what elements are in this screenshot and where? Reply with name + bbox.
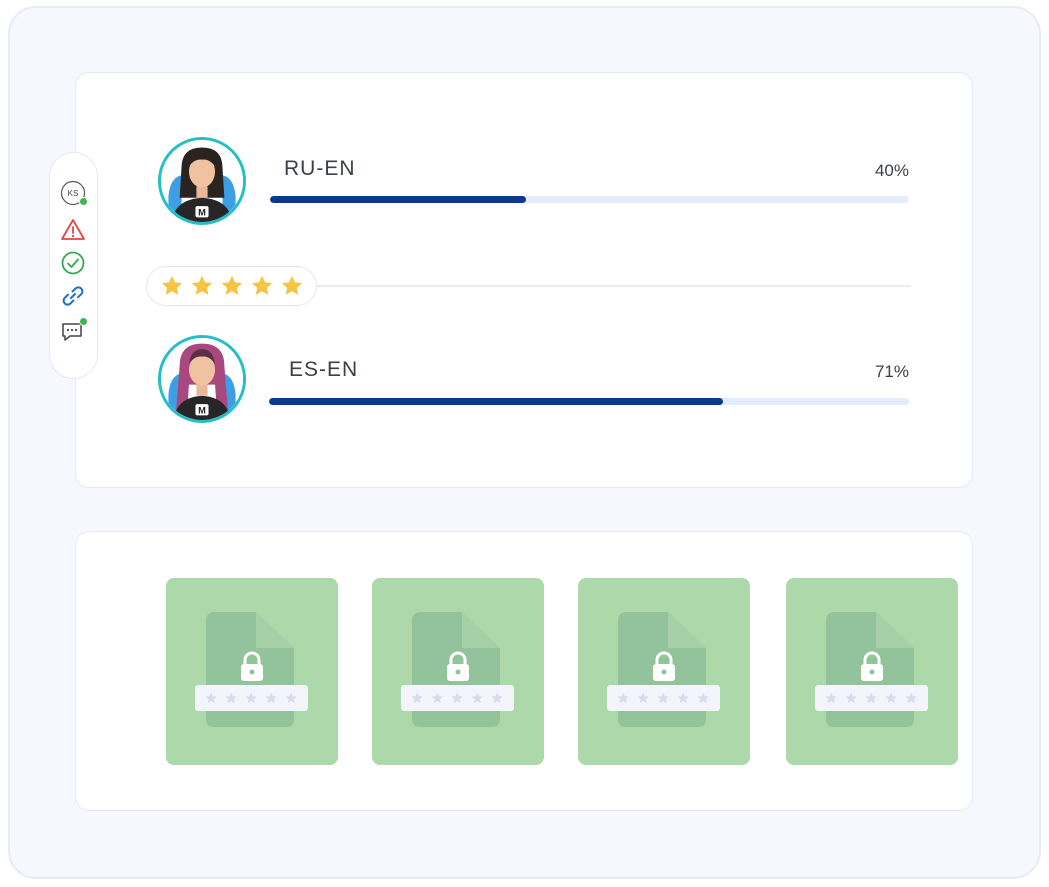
empty-stars — [205, 692, 297, 704]
locked-file-card[interactable] — [166, 578, 338, 765]
empty-stars — [411, 692, 503, 704]
translator-avatar-2: M — [158, 335, 246, 423]
star-icon — [281, 275, 303, 295]
rating-stars — [146, 266, 317, 306]
empty-stars — [617, 692, 709, 704]
language-pair-label: ES-EN — [289, 358, 359, 381]
progress-percent-label: 71% — [874, 362, 909, 381]
lock-icon — [447, 651, 469, 681]
user-initials-icon[interactable]: KS — [60, 180, 88, 206]
locked-file-card[interactable] — [786, 578, 958, 765]
svg-text:M: M — [198, 405, 206, 415]
svg-text:M: M — [198, 207, 206, 217]
lock-icon — [241, 651, 263, 681]
lock-icon — [861, 651, 883, 681]
progress-bar-fill — [269, 398, 724, 405]
link-icon[interactable] — [60, 283, 86, 309]
check-circle-icon[interactable] — [60, 250, 86, 276]
locked-file-card[interactable] — [578, 578, 750, 765]
empty-stars — [825, 692, 917, 704]
section-divider — [316, 285, 910, 287]
star-icon — [191, 275, 213, 295]
warning-icon[interactable] — [60, 217, 86, 243]
unread-status-dot — [79, 317, 88, 326]
star-icon — [161, 275, 183, 295]
lock-icon — [653, 651, 675, 681]
progress-bar — [269, 398, 909, 405]
locked-file-card[interactable] — [372, 578, 544, 765]
online-status-dot — [79, 197, 88, 206]
side-toolbar: KS — [49, 152, 98, 379]
language-pair-label: RU-EN — [284, 157, 356, 180]
translator-avatar-1: M — [158, 137, 246, 225]
progress-bar — [270, 196, 909, 203]
user-initials-text: KS — [68, 189, 79, 198]
progress-bar-fill — [270, 196, 526, 203]
star-icon — [221, 275, 243, 295]
star-icon — [251, 275, 273, 295]
chat-icon[interactable] — [60, 317, 88, 345]
progress-percent-label: 40% — [874, 161, 909, 180]
